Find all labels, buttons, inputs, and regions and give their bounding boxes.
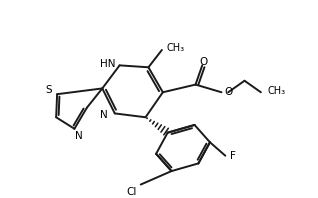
Text: O: O (199, 56, 207, 67)
Text: CH₃: CH₃ (167, 43, 185, 53)
Text: F: F (230, 151, 236, 161)
Text: HN: HN (100, 59, 116, 69)
Text: CH₃: CH₃ (268, 86, 286, 96)
Text: N: N (75, 130, 83, 141)
Text: S: S (45, 85, 52, 95)
Text: N: N (100, 110, 108, 120)
Text: O: O (225, 87, 232, 97)
Text: Cl: Cl (127, 188, 137, 197)
